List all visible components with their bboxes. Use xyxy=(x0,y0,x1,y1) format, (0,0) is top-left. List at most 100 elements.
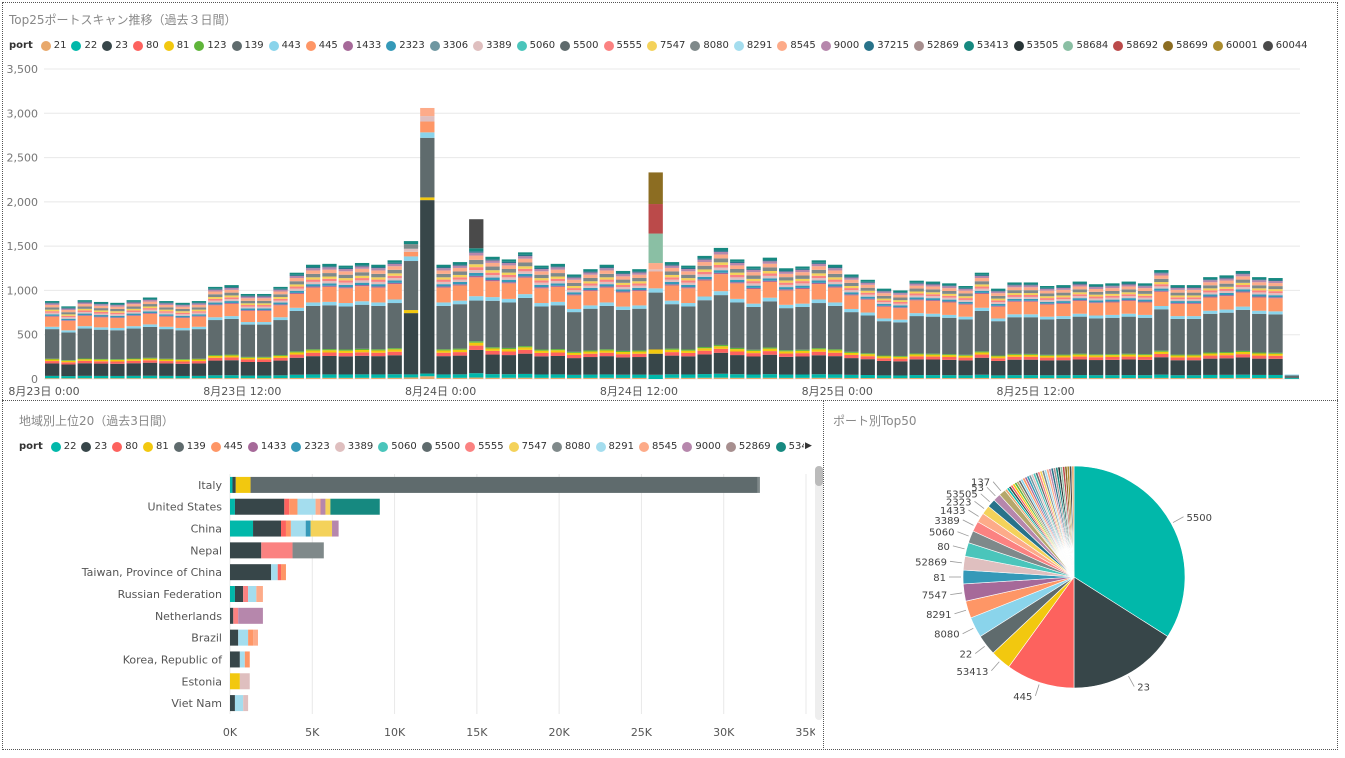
bar-segment[interactable] xyxy=(289,377,304,379)
bar-segment[interactable] xyxy=(599,287,614,303)
bar-segment[interactable] xyxy=(1170,289,1185,293)
bar-segment[interactable] xyxy=(664,349,680,353)
bar-segment[interactable] xyxy=(45,311,60,313)
bar-segment[interactable] xyxy=(827,302,843,306)
bar-segment[interactable] xyxy=(142,299,158,300)
pie-slice[interactable] xyxy=(1073,465,1186,637)
bar-segment[interactable] xyxy=(762,351,778,355)
bar-segment[interactable] xyxy=(697,276,712,280)
bar-segment[interactable] xyxy=(485,354,500,375)
bar-segment[interactable] xyxy=(469,275,484,278)
bar-segment[interactable] xyxy=(1105,283,1120,286)
bar-segment[interactable] xyxy=(1137,301,1153,303)
bar-segment[interactable] xyxy=(795,266,810,269)
bar-segment[interactable] xyxy=(1040,298,1055,300)
bar-segment[interactable] xyxy=(991,291,1006,294)
bar-segment[interactable] xyxy=(1219,358,1234,375)
bar-segment[interactable] xyxy=(322,352,337,356)
bar-segment[interactable] xyxy=(827,305,843,350)
bar-segment[interactable] xyxy=(827,350,843,353)
legend-next-icon[interactable]: ▶ xyxy=(805,441,812,451)
bar-segment[interactable] xyxy=(93,316,109,318)
bar-segment[interactable] xyxy=(795,268,810,270)
bar-segment[interactable] xyxy=(371,284,386,287)
bar-segment[interactable] xyxy=(844,295,859,309)
bar-segment[interactable] xyxy=(697,346,712,349)
bar-segment[interactable] xyxy=(387,263,402,267)
bar-segment[interactable] xyxy=(230,629,239,646)
legend-item-58684[interactable]: 58684 xyxy=(1063,40,1108,51)
bar-segment[interactable] xyxy=(893,308,908,320)
bar-segment[interactable] xyxy=(762,377,778,379)
bar-segment[interactable] xyxy=(1040,375,1055,379)
bar-segment[interactable] xyxy=(1235,289,1251,292)
bar-segment[interactable] xyxy=(664,348,680,350)
bar-segment[interactable] xyxy=(550,278,565,282)
bar-segment[interactable] xyxy=(159,363,174,376)
bar-segment[interactable] xyxy=(730,374,745,378)
bar-segment[interactable] xyxy=(860,282,875,285)
bar-segment[interactable] xyxy=(436,377,451,379)
bar-segment[interactable] xyxy=(175,378,190,379)
bar-segment[interactable] xyxy=(354,304,370,349)
bar-segment[interactable] xyxy=(795,275,810,279)
bar-segment[interactable] xyxy=(860,378,875,379)
bar-segment[interactable] xyxy=(452,352,468,356)
bar-segment[interactable] xyxy=(230,542,262,559)
bar-segment[interactable] xyxy=(338,350,353,353)
bar-segment[interactable] xyxy=(827,356,843,375)
bar-segment[interactable] xyxy=(1137,355,1153,357)
bar-segment[interactable] xyxy=(230,607,234,624)
bar-segment[interactable] xyxy=(1088,318,1104,355)
bar-segment[interactable] xyxy=(991,300,1006,303)
bar-segment[interactable] xyxy=(713,348,729,353)
bar-segment[interactable] xyxy=(239,651,245,668)
bar-segment[interactable] xyxy=(1137,299,1153,302)
bar-segment[interactable] xyxy=(261,542,293,559)
bar-segment[interactable] xyxy=(289,290,304,293)
bar-segment[interactable] xyxy=(1088,294,1104,297)
bar-segment[interactable] xyxy=(876,318,892,322)
bar-segment[interactable] xyxy=(664,274,680,278)
bar-segment[interactable] xyxy=(175,305,190,307)
bar-segment[interactable] xyxy=(93,304,109,306)
bar-segment[interactable] xyxy=(1088,357,1104,361)
bar-segment[interactable] xyxy=(583,308,598,351)
bar-segment[interactable] xyxy=(942,317,957,355)
bar-segment[interactable] xyxy=(1105,293,1120,296)
bar-segment[interactable] xyxy=(110,314,125,316)
bar-segment[interactable] xyxy=(1154,309,1169,351)
bar-segment[interactable] xyxy=(273,378,288,379)
bar-segment[interactable] xyxy=(253,629,258,646)
bar-segment[interactable] xyxy=(175,311,190,313)
bar-segment[interactable] xyxy=(730,351,745,356)
bar-segment[interactable] xyxy=(1040,357,1055,361)
bar-segment[interactable] xyxy=(1203,288,1218,291)
bar-segment[interactable] xyxy=(1219,286,1234,289)
bar-segment[interactable] xyxy=(1105,302,1120,315)
bar-segment[interactable] xyxy=(925,313,941,317)
bar-segment[interactable] xyxy=(566,374,582,378)
bar-segment[interactable] xyxy=(1088,284,1104,287)
bar-segment[interactable] xyxy=(534,282,549,285)
bar-segment[interactable] xyxy=(159,358,174,360)
bar-segment[interactable] xyxy=(730,377,745,379)
bar-segment[interactable] xyxy=(61,314,76,316)
bar-segment[interactable] xyxy=(110,312,125,315)
bar-segment[interactable] xyxy=(1105,359,1120,376)
bar-segment[interactable] xyxy=(860,353,875,355)
bar-segment[interactable] xyxy=(697,354,712,375)
bar-segment[interactable] xyxy=(175,359,190,362)
bar-segment[interactable] xyxy=(1154,288,1169,291)
bar-segment[interactable] xyxy=(1252,374,1267,378)
bar-segment[interactable] xyxy=(583,281,598,284)
bar-segment[interactable] xyxy=(1154,357,1169,375)
bar-segment[interactable] xyxy=(305,349,321,351)
bar-segment[interactable] xyxy=(811,355,826,375)
bar-segment[interactable] xyxy=(681,278,696,281)
bar-segment[interactable] xyxy=(974,351,990,353)
bar-segment[interactable] xyxy=(681,269,696,272)
bar-segment[interactable] xyxy=(1252,377,1267,379)
bar-segment[interactable] xyxy=(93,303,109,305)
bar-segment[interactable] xyxy=(1088,296,1104,299)
